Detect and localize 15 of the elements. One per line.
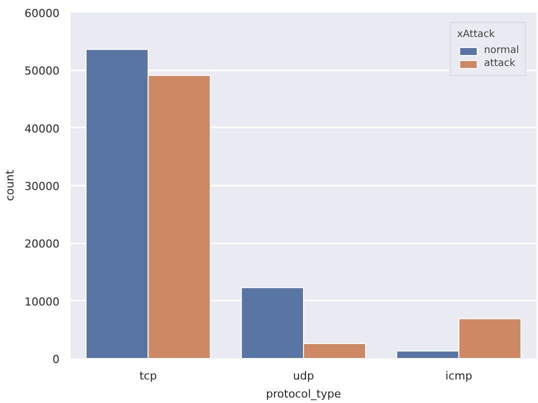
y-tick-label: 0 (52, 353, 60, 366)
y-tick-label: 50000 (24, 64, 60, 78)
x-tick-label: udp (293, 370, 314, 382)
x-tick-label: tcp (139, 370, 157, 382)
y-tick-label: 20000 (24, 238, 60, 251)
y-tick-label: 30000 (24, 180, 60, 193)
legend-title: xAttack (456, 29, 496, 40)
y-tick-label: 40000 (24, 122, 60, 136)
y-tick-label: 60000 (24, 7, 60, 20)
legend-label: attack (484, 58, 516, 69)
y-axis-title: count (4, 169, 17, 202)
legend-label: normal (484, 45, 519, 56)
y-tick-label: 10000 (24, 295, 60, 308)
x-tick-label: icmp (445, 370, 472, 382)
x-axis-title: protocol_type (266, 388, 342, 400)
